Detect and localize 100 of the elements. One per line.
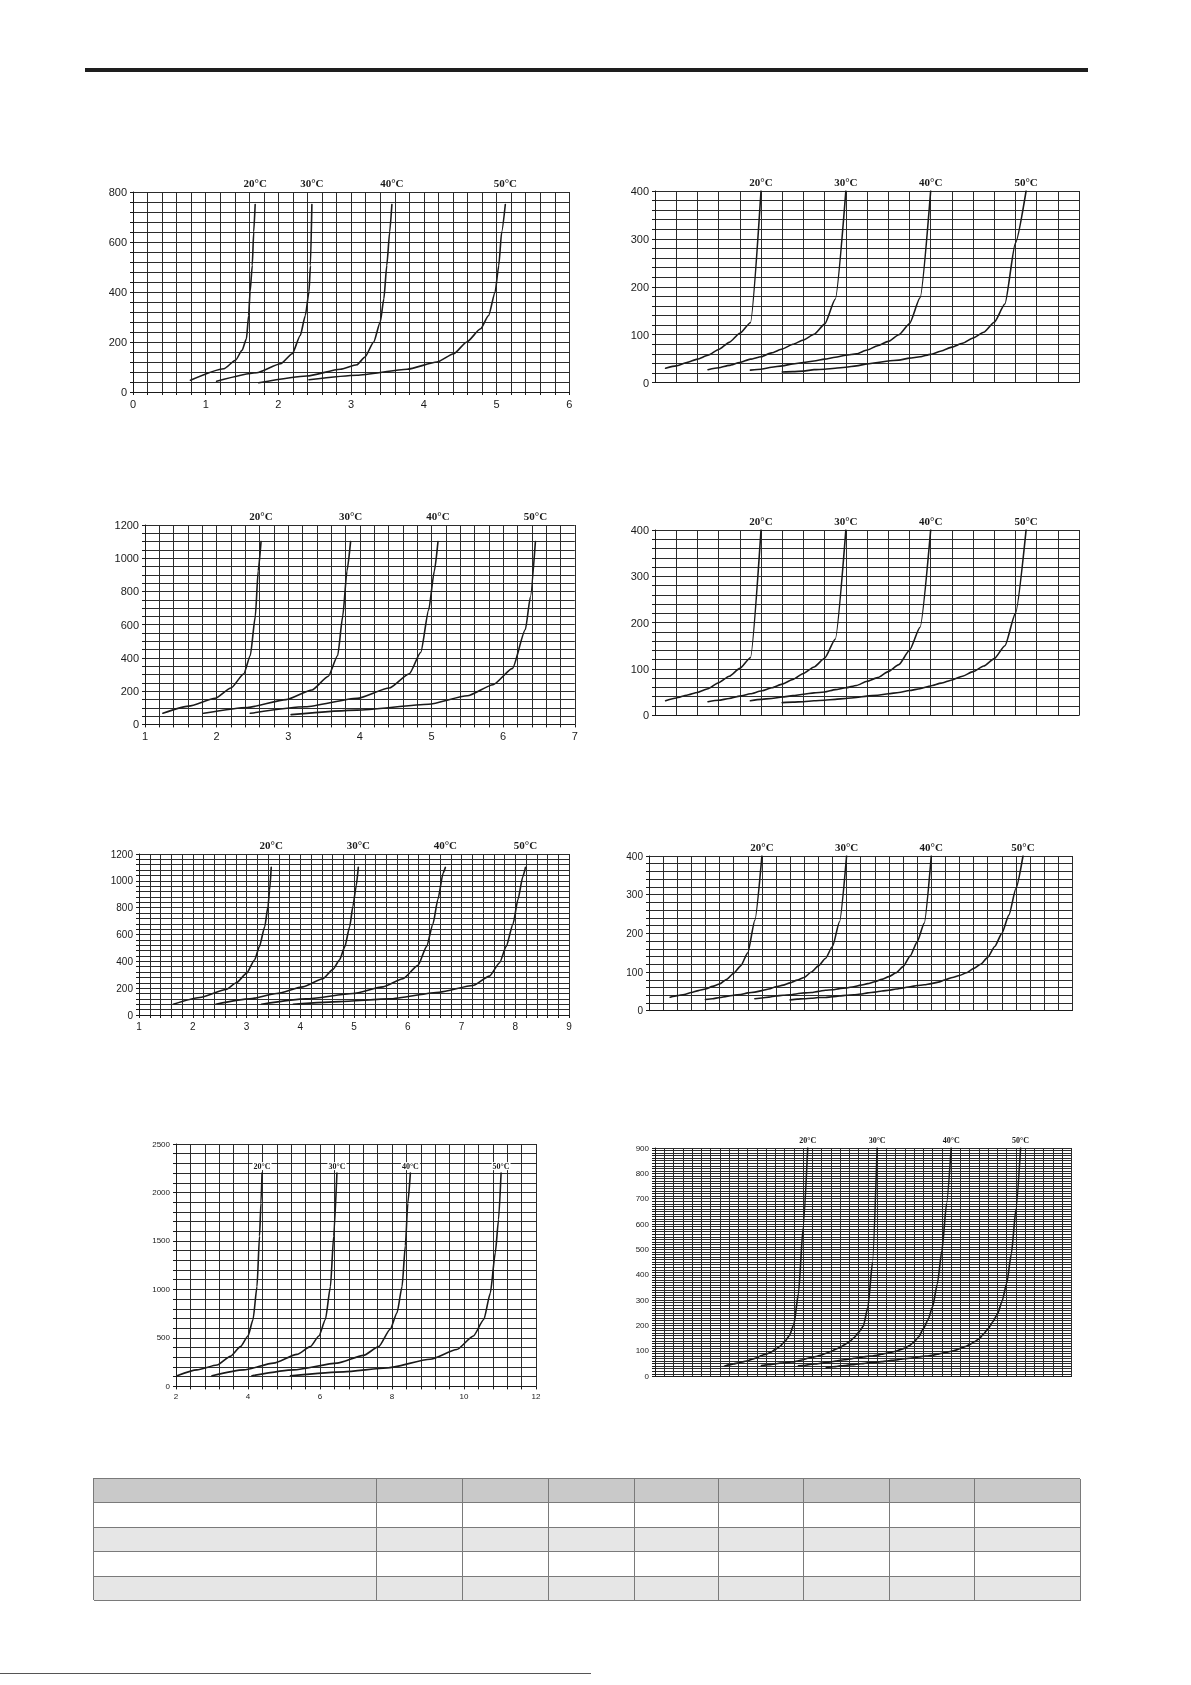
series-label: 50°C: [1014, 175, 1038, 188]
line-series: [292, 866, 527, 1006]
y-tick-label: 0: [165, 1382, 171, 1392]
series-label: 30°C: [299, 176, 324, 189]
line-series: [723, 1147, 809, 1368]
y-tick-label: 0: [637, 1005, 644, 1017]
x-tick-label: 3: [284, 729, 291, 742]
x-tick-label: 1: [141, 729, 148, 742]
y-tick-label: 0: [120, 385, 127, 398]
y-tick-label: 300: [630, 570, 649, 583]
y-tick-label: 300: [626, 889, 644, 901]
y-tick-label: 1200: [111, 848, 134, 860]
series-label: 50°C: [492, 1161, 510, 1171]
y-tick-label: 0: [642, 376, 649, 389]
series-label: 20°C: [750, 840, 774, 853]
line-series: [749, 190, 932, 371]
line-series: [664, 190, 762, 369]
x-tick-label: 9: [566, 1020, 573, 1032]
y-tick-label: 600: [116, 929, 134, 940]
x-tick-label: 3: [347, 397, 354, 410]
series-label: 30°C: [328, 1161, 346, 1171]
y-tick-label: 2000: [151, 1188, 171, 1198]
y-tick-label: 400: [630, 523, 649, 536]
y-tick-label: 1000: [111, 875, 134, 887]
series-label: 40°C: [918, 514, 943, 527]
x-tick-label: 10: [459, 1392, 469, 1402]
y-tick-label: 100: [626, 966, 644, 978]
x-tick-label: 2: [213, 729, 220, 742]
series-label: 20°C: [799, 1135, 817, 1145]
x-tick-label: 1: [136, 1020, 143, 1032]
y-tick-label: 300: [630, 232, 649, 245]
y-tick-label: 400: [635, 1270, 650, 1280]
series-label: 40°C: [942, 1135, 961, 1145]
y-tick-label: 700: [635, 1194, 650, 1204]
series-label: 20°C: [243, 176, 267, 189]
series-label: 30°C: [346, 838, 371, 851]
y-tick-label: 600: [635, 1219, 650, 1229]
series-label: 50°C: [1012, 1135, 1030, 1145]
x-tick-label: 5: [428, 729, 435, 742]
line-series: [797, 1147, 953, 1368]
x-tick-label: 6: [499, 729, 506, 742]
y-tick-label: 800: [116, 902, 134, 914]
y-tick-label: 200: [108, 335, 127, 348]
series-label: 20°C: [749, 514, 773, 527]
y-tick-label: 0: [644, 1372, 650, 1382]
series-label: 40°C: [918, 175, 943, 188]
line-series: [249, 540, 439, 714]
line-series: [781, 529, 1027, 704]
y-tick-label: 500: [635, 1245, 650, 1255]
y-tick-label: 600: [120, 618, 139, 631]
x-tick-label: 12: [531, 1392, 541, 1402]
x-tick-label: 4: [356, 729, 363, 742]
y-tick-label: 800: [120, 585, 139, 598]
x-tick-label: 7: [459, 1020, 466, 1032]
line-series: [789, 855, 1025, 1001]
line-series: [704, 855, 848, 1001]
line-series: [749, 529, 932, 702]
line-series: [250, 1172, 411, 1377]
series-label: 30°C: [833, 514, 858, 527]
text: 20°C: [248, 509, 273, 522]
y-tick-label: 200: [116, 982, 134, 994]
y-tick-label: 100: [635, 1346, 650, 1356]
series-label: 50°C: [1014, 514, 1038, 527]
line-series: [210, 1172, 338, 1377]
y-tick-label: 200: [635, 1321, 650, 1331]
line-series: [215, 866, 360, 1006]
y-tick-label: 200: [626, 927, 644, 939]
x-tick-label: 6: [405, 1020, 412, 1032]
line-series: [754, 855, 933, 1000]
line-series: [161, 540, 262, 714]
series-label: 40°C: [379, 176, 404, 189]
x-tick-label: 5: [351, 1020, 358, 1032]
series-label: 20°C: [259, 838, 284, 851]
series-label: 40°C: [919, 840, 944, 853]
x-tick-label: 2: [275, 397, 282, 410]
y-tick-label: 200: [630, 616, 649, 629]
x-tick-label: 6: [565, 397, 573, 410]
text: 30°C: [338, 509, 362, 522]
line-series: [257, 203, 393, 384]
y-tick-label: 400: [108, 285, 127, 298]
line-series: [781, 190, 1027, 373]
x-tick-label: 4: [297, 1020, 304, 1032]
line-series: [289, 1172, 502, 1377]
line-series: [202, 540, 351, 714]
x-tick-label: 6: [317, 1392, 323, 1402]
x-tick-label: 2: [190, 1020, 197, 1032]
x-tick-label: 3: [244, 1020, 251, 1032]
series-label: 30°C: [833, 175, 858, 188]
series-label: 50°C: [1011, 840, 1036, 853]
line-series: [706, 529, 847, 703]
y-tick-label: 1000: [114, 551, 139, 564]
y-tick-label: 300: [635, 1296, 650, 1306]
y-tick-label: 200: [630, 280, 649, 293]
y-tick-label: 500: [156, 1333, 171, 1343]
y-tick-label: 400: [630, 184, 649, 197]
y-tick-label: 1500: [151, 1236, 171, 1246]
line-series: [669, 855, 763, 998]
line-series: [664, 529, 762, 702]
series-label: 20°C: [749, 175, 773, 188]
y-tick-label: 400: [120, 651, 139, 664]
